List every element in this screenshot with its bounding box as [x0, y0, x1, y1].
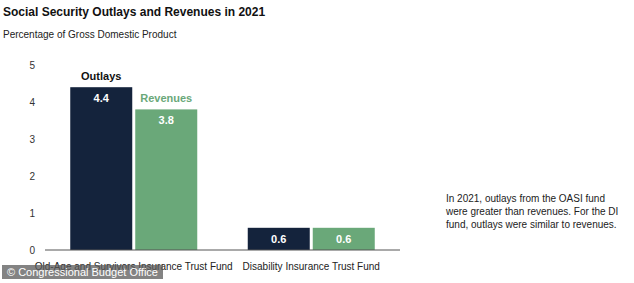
y-tick-label: 1 — [29, 208, 35, 219]
y-tick-label: 3 — [29, 134, 35, 145]
y-tick — [41, 65, 44, 66]
y-tick — [41, 102, 44, 103]
category-label: Disability Insurance Trust Fund — [243, 261, 380, 272]
bar — [135, 109, 197, 250]
y-tick — [41, 176, 44, 177]
data-label: 0.6 — [271, 233, 286, 245]
y-tick-label: 0 — [29, 245, 35, 256]
bars — [70, 87, 375, 250]
legend-entry: Revenues — [140, 92, 192, 104]
y-tick-label: 4 — [29, 97, 35, 108]
labels: 4.4 Outlays 3.8 Revenues 0.6 0.6 — [81, 70, 351, 245]
y-tick — [41, 213, 44, 214]
y-tick-label: 2 — [29, 171, 35, 182]
bar — [70, 87, 132, 250]
subtitle: Percentage of Gross Domestic Product — [3, 29, 177, 40]
y-tick — [41, 139, 44, 140]
y-tick — [41, 250, 44, 251]
chart: Social Security Outlays and Revenues in … — [0, 0, 634, 283]
bar — [313, 228, 375, 250]
data-label: 3.8 — [159, 114, 174, 126]
x-axis — [45, 250, 400, 251]
bar — [248, 228, 310, 250]
source: © Congressional Budget Office — [2, 265, 163, 279]
data-label: 4.4 — [94, 92, 110, 104]
legend-entry: Outlays — [81, 70, 121, 82]
y-tick-label: 5 — [29, 60, 35, 71]
title: Social Security Outlays and Revenues in … — [3, 5, 265, 19]
data-label: 0.6 — [336, 233, 351, 245]
annotation: In 2021, outlays from the OASI fund were… — [446, 192, 621, 231]
